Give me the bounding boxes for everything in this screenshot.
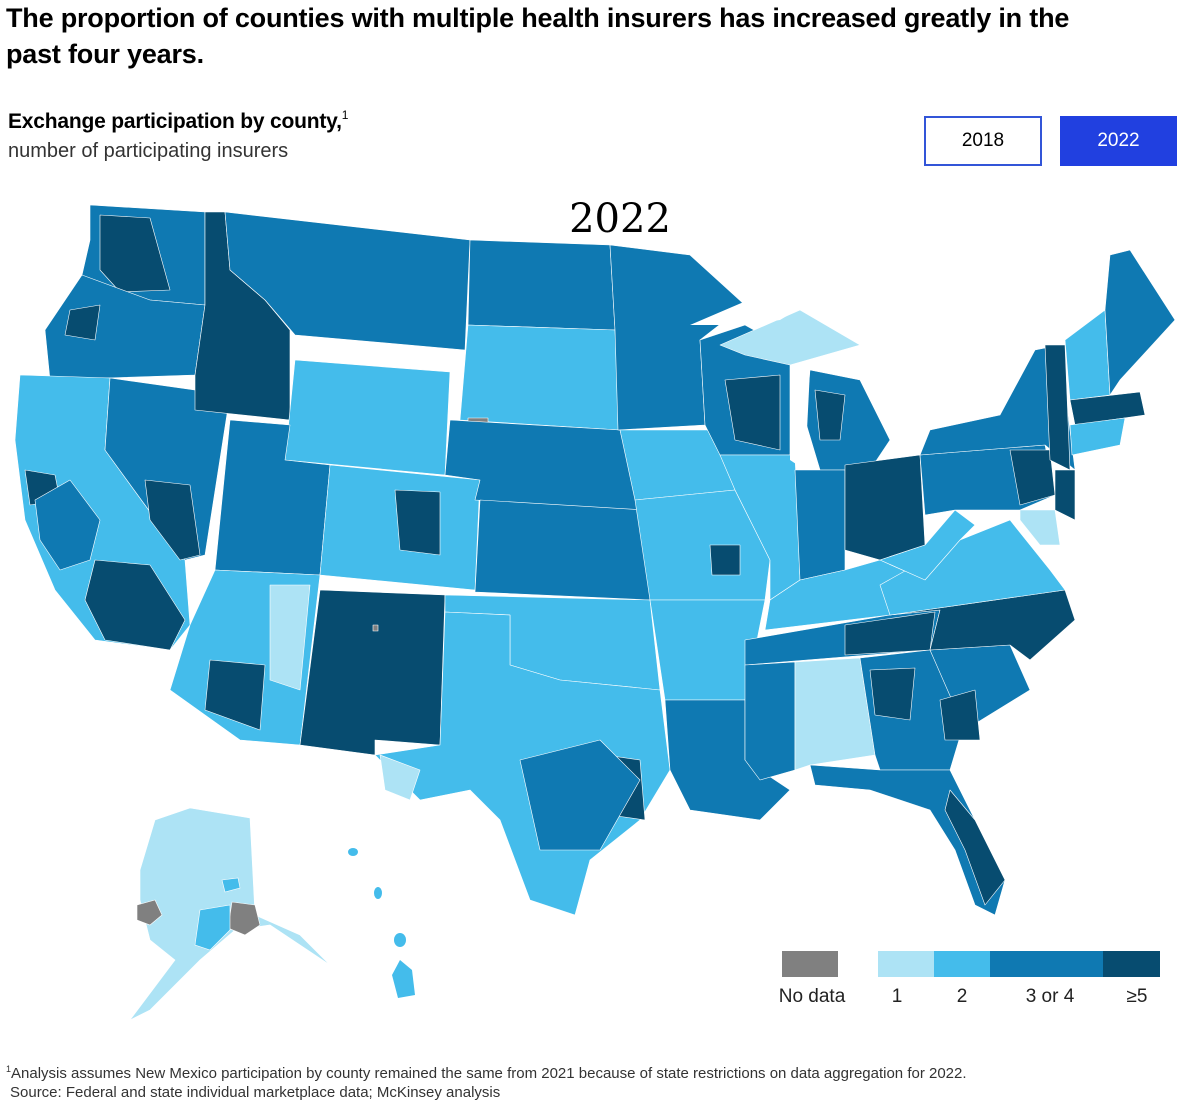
legend-label-no-data: No data [778, 986, 846, 1007]
chart-title: The proportion of counties with multiple… [6, 3, 1070, 69]
state-mississippi [744, 661, 796, 781]
state-wyoming [284, 359, 451, 476]
ak-two-insurers-north [221, 877, 241, 893]
region-tx-west-light [379, 754, 421, 801]
legend-swatch-2 [934, 951, 990, 977]
region-mi-dark [814, 389, 846, 441]
state-new-jersey [1054, 469, 1076, 521]
nm-no-data-county [372, 624, 379, 632]
legend-label-3-or-4: 3 or 4 [1025, 986, 1075, 1007]
state-alabama [794, 657, 876, 771]
hawaii-kauai [348, 848, 358, 856]
chart-subtitle-detail: number of participating insurers [8, 140, 289, 162]
region-nv-dark [144, 479, 201, 561]
region-co-dark [394, 489, 441, 556]
year-2022-button[interactable]: 2022 [1060, 116, 1177, 166]
legend-label-2: 2 [956, 986, 968, 1007]
state-south-dakota [459, 324, 621, 431]
region-fl-dark [944, 789, 1006, 906]
legend-label-1: 1 [891, 986, 903, 1007]
state-maryland-delaware [1019, 509, 1061, 546]
legend-swatch-3-or-4 [990, 951, 1103, 977]
region-az-dark [204, 659, 266, 731]
state-north-carolina [889, 589, 1076, 661]
region-ca-central [34, 479, 101, 571]
lake-superior [690, 290, 830, 325]
region-wa-dark [99, 214, 171, 293]
state-ohio [844, 454, 926, 561]
footnote-number: 1 [6, 1064, 12, 1074]
us-county-map [14, 204, 1176, 1021]
ak-no-data-east [227, 901, 261, 936]
footnote-text: Analysis assumes New Mexico participatio… [11, 1065, 967, 1082]
region-tx-mid [519, 739, 641, 851]
hawaii-big-island [392, 960, 415, 998]
footnote-mark: 1 [341, 108, 349, 122]
source-note: Source: Federal and state individual mar… [10, 1084, 501, 1101]
region-mo-dark [709, 544, 741, 576]
state-ct-ri [1069, 417, 1126, 456]
legend-label-5-plus: ≥5 [1126, 986, 1148, 1007]
ak-two-insurers [194, 904, 231, 951]
region-az-light [269, 584, 311, 691]
year-2018-button[interactable]: 2018 [924, 116, 1042, 166]
state-north-dakota [467, 239, 616, 331]
legend-swatch-no-data [782, 951, 838, 977]
state-maine [1104, 249, 1176, 396]
lake-michigan [790, 365, 810, 470]
state-indiana [794, 469, 846, 581]
hawaii-maui [394, 933, 406, 947]
region-sc-dark [939, 689, 981, 741]
state-massachusetts [1069, 391, 1146, 426]
chart-subtitle: Exchange participation by county,1 [8, 108, 348, 134]
state-new-york [919, 344, 1076, 471]
subtitle-text: Exchange participation by county, [8, 110, 342, 133]
region-or-dark [64, 304, 101, 341]
legend-swatch-5-plus [1103, 951, 1160, 977]
state-new-mexico [299, 589, 446, 756]
state-vermont-nh [1064, 309, 1111, 401]
region-ga-dark [869, 667, 916, 721]
state-kansas [474, 499, 651, 601]
legend-swatch-1 [878, 951, 934, 977]
footnote: 1Analysis assumes New Mexico participati… [6, 1064, 967, 1082]
ak-no-data-west [136, 899, 163, 926]
region-ca-south [84, 559, 186, 651]
map-year-label: 2022 [569, 196, 671, 242]
region-wi-dark [724, 374, 781, 451]
hawaii-oahu [374, 887, 382, 899]
